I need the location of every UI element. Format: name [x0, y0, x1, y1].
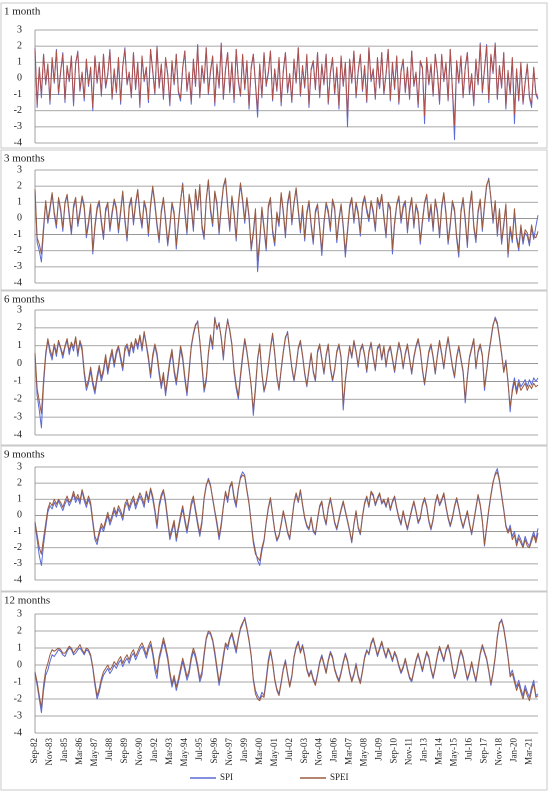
panel-title: 1 month [4, 6, 41, 18]
y-tick-label: -2 [14, 105, 22, 116]
y-tick-label: 0 [17, 213, 22, 224]
x-tick-label: Mar-14 [434, 738, 444, 765]
y-tick-label: 2 [17, 40, 22, 51]
y-tick-label: 0 [17, 73, 22, 84]
y-tick-label: 0 [17, 358, 22, 369]
y-tick-label: -2 [14, 245, 22, 256]
y-tick-label: 2 [17, 477, 22, 488]
x-tick-label: Mar-86 [74, 738, 84, 765]
y-tick-label: -3 [14, 710, 22, 721]
y-tick-label: 2 [17, 625, 22, 636]
y-tick-label: 3 [17, 24, 22, 35]
y-tick-label: -4 [14, 277, 22, 288]
y-tick-label: 3 [17, 164, 22, 175]
y-tick-label: 0 [17, 510, 22, 521]
y-tick-label: 0 [17, 659, 22, 670]
panel: 1 month -4 -3 -2 -1 0 1 2 3 [0, 2, 548, 149]
x-tick-label: Sep-82 [29, 738, 39, 764]
panel-title: 12 months [4, 595, 50, 607]
series-line [34, 318, 539, 415]
panel-frame [0, 445, 548, 592]
series-line [34, 618, 539, 708]
panel-frame [0, 149, 548, 291]
panel-title: 3 months [4, 153, 45, 165]
y-tick-label: 2 [17, 322, 22, 333]
x-tick-label: Sep-96 [209, 738, 219, 764]
x-tick-label: Sep-89 [119, 738, 129, 764]
x-tick-label: Mar-21 [524, 738, 534, 765]
panel: 9 months -4 -3 -2 -1 0 1 2 3 [0, 445, 548, 592]
x-tick-label: Jan-85 [59, 738, 69, 762]
x-tick-label: Nov-04 [314, 738, 324, 766]
y-tick-label: -3 [14, 411, 22, 422]
y-tick-label: -4 [14, 429, 22, 440]
x-tick-label: Nov-83 [44, 738, 54, 766]
x-tick-label: Sep-10 [389, 738, 399, 764]
y-tick-label: -4 [14, 574, 22, 585]
x-tick-label: Nov-18 [494, 738, 504, 766]
y-tick-label: -1 [14, 376, 22, 387]
x-tick-label: Nov-97 [224, 738, 234, 766]
x-tick-label: May-87 [89, 738, 99, 767]
x-tick-label: Mar-00 [254, 738, 264, 765]
x-tick-label: Jul-16 [464, 738, 474, 761]
x-tick-label: Jan-20 [509, 738, 519, 762]
x-tick-label: May-01 [269, 738, 279, 767]
y-tick-label: -1 [14, 526, 22, 537]
x-tick-label: Sep-17 [479, 738, 489, 764]
y-tick-label: -1 [14, 229, 22, 240]
panel-title: 9 months [4, 449, 45, 461]
y-tick-label: 1 [17, 197, 22, 208]
y-tick-label: 3 [17, 304, 22, 315]
y-tick-label: -2 [14, 394, 22, 405]
series-line [34, 177, 539, 261]
y-tick-label: -1 [14, 676, 22, 687]
y-tick-label: 1 [17, 494, 22, 505]
x-tick-label: May-94 [179, 738, 189, 767]
x-tick-label: Jul-88 [104, 738, 114, 761]
panel-frame [0, 591, 548, 791]
series-line [34, 316, 539, 429]
y-tick-label: -3 [14, 261, 22, 272]
x-tick-label: Jan-92 [149, 738, 159, 762]
panel-frame [0, 2, 548, 149]
y-tick-label: 1 [17, 642, 22, 653]
legend-label: SPI [220, 772, 233, 782]
y-tick-label: -3 [14, 558, 22, 569]
y-tick-label: 1 [17, 57, 22, 68]
x-tick-label: Nov-90 [134, 738, 144, 766]
x-tick-label: May-15 [449, 738, 459, 767]
y-tick-label: 1 [17, 340, 22, 351]
panel: 6 months -4 -3 -2 -1 0 1 2 3 [0, 290, 548, 446]
x-tick-label: Mar-07 [344, 738, 354, 765]
y-tick-label: -3 [14, 121, 22, 132]
y-tick-label: -4 [14, 727, 22, 738]
legend-label: SPEI [330, 772, 349, 782]
x-tick-label: Jul-02 [284, 738, 294, 761]
x-tick-label: Nov-11 [404, 738, 414, 765]
panel-frame [0, 290, 548, 446]
x-tick-label: Jan-99 [239, 738, 249, 762]
series-line [34, 471, 539, 562]
y-tick-label: -4 [14, 137, 22, 148]
x-tick-label: Mar-93 [164, 738, 174, 765]
y-tick-label: 3 [17, 608, 22, 619]
y-tick-label: 3 [17, 461, 22, 472]
x-tick-label: Jul-09 [374, 738, 384, 761]
panel: 3 months -4 -3 -2 -1 0 1 2 3 [0, 149, 548, 291]
x-tick-label: Jan-06 [329, 738, 339, 762]
panel: 12 months -4 -3 -2 -1 0 1 2 3 Sep-82 Nov-83 Jan-85 M… [0, 591, 548, 791]
x-tick-label: Jul-95 [194, 738, 204, 761]
y-tick-label: 2 [17, 180, 22, 191]
series-line [34, 44, 539, 126]
x-tick-label: Sep-03 [299, 738, 309, 764]
y-tick-label: -2 [14, 693, 22, 704]
panel-title: 6 months [4, 294, 45, 306]
x-tick-label: Jan-13 [419, 738, 429, 762]
x-tick-label: May-08 [359, 738, 369, 767]
y-tick-label: -1 [14, 89, 22, 100]
y-tick-label: -2 [14, 542, 22, 553]
